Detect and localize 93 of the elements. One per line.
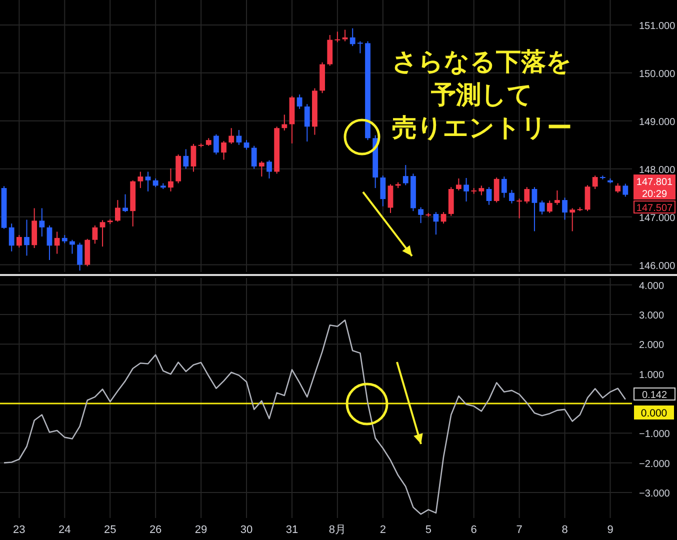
y-tick-label: 3.000 (639, 310, 664, 322)
candlestick (296, 94, 302, 110)
candlestick (183, 148, 189, 170)
y-tick-label: 149.000 (639, 116, 676, 128)
candlestick (380, 175, 386, 207)
x-tick-label: 6 (470, 524, 477, 536)
candlestick (138, 171, 144, 189)
x-tick-label: 29 (194, 524, 208, 536)
x-tick-label: 5 (425, 524, 432, 536)
candlestick (304, 104, 310, 142)
y-tick-label: −3.000 (639, 488, 670, 500)
candlestick (236, 130, 242, 146)
candlestick (190, 143, 196, 172)
x-tick-label: 9 (607, 524, 614, 536)
candlestick (114, 200, 120, 222)
candlestick (501, 176, 507, 198)
y-tick-label: 150.000 (639, 68, 676, 80)
y-tick-label: 4.000 (639, 280, 664, 292)
candlestick (221, 140, 226, 160)
candlestick (282, 114, 288, 131)
candlestick (494, 176, 500, 203)
annotation: 売りエントリー (392, 114, 572, 142)
candlestick (554, 190, 560, 206)
candlestick (562, 197, 568, 220)
text: 20:29 (642, 189, 668, 200)
candlestick (266, 160, 272, 179)
candlestick (16, 234, 22, 248)
candlestick (92, 224, 98, 244)
ref-line-label: 0.000 (640, 407, 668, 420)
x-tick-label: 31 (286, 524, 298, 536)
y-tick-label: −1.000 (639, 429, 670, 440)
x-tick-label: 8 (562, 524, 568, 536)
y-tick-label: −2.000 (639, 458, 670, 470)
candlestick (516, 198, 522, 219)
x-tick-label: 7 (516, 524, 522, 536)
candlestick (433, 212, 439, 236)
x-tick-label: 24 (58, 524, 71, 536)
candlestick (122, 194, 128, 213)
candlestick (258, 160, 264, 178)
annotation: 予測して (430, 81, 533, 109)
x-tick-label: 2 (380, 524, 386, 536)
candlestick (46, 224, 52, 261)
candlestick (251, 145, 257, 170)
candlestick (440, 212, 446, 224)
candlestick (418, 206, 424, 224)
candlestick (388, 184, 394, 214)
x-tick-label: 30 (240, 524, 253, 536)
candlestick (592, 175, 598, 190)
candlestick (54, 231, 60, 254)
candlestick (615, 182, 621, 194)
candlestick (214, 134, 219, 155)
candlestick (524, 186, 530, 204)
candlestick (39, 208, 45, 237)
candlestick (8, 223, 14, 252)
text: 147.801 (636, 177, 674, 188)
candlestick (145, 171, 151, 192)
candlestick (486, 186, 492, 206)
y-tick-label: 148.000 (639, 164, 676, 176)
y-tick-label: 151.000 (639, 20, 676, 32)
candlestick (100, 220, 106, 248)
line-series (3, 319, 626, 515)
x-tick-label: 8月 (328, 524, 346, 536)
y-tick-label: 146.000 (639, 260, 676, 272)
candlestick (532, 186, 538, 232)
candlestick (168, 168, 174, 192)
candlestick (478, 185, 484, 196)
candlestick (70, 239, 75, 254)
candlestick (228, 128, 234, 144)
candlestick (342, 29, 348, 42)
candlestick (350, 28, 356, 47)
candlestick (24, 219, 30, 256)
x-tick-label: 25 (104, 524, 116, 536)
candlestick (77, 242, 82, 272)
x-tick-label: 26 (149, 524, 162, 536)
annotation: さらなる下落を (392, 48, 572, 76)
candlestick (570, 208, 576, 232)
y-tick-label: 1.000 (639, 370, 664, 381)
candlestick (334, 31, 340, 43)
candlestick (402, 164, 408, 186)
x-tick-label: 23 (13, 524, 26, 536)
candlestick (546, 200, 552, 214)
candlestick (244, 140, 250, 150)
candlestick (539, 200, 545, 215)
candlestick (464, 177, 469, 202)
candlestick (357, 40, 363, 54)
candlestick (456, 178, 462, 191)
text: 0.142 (642, 390, 668, 401)
y-tick-label: 2.000 (639, 340, 664, 352)
candlestick (622, 183, 628, 198)
text: 147.507 (636, 203, 674, 214)
candlestick (509, 189, 514, 204)
candlestick (584, 184, 590, 212)
y-tick-label: 147.000 (639, 212, 676, 224)
